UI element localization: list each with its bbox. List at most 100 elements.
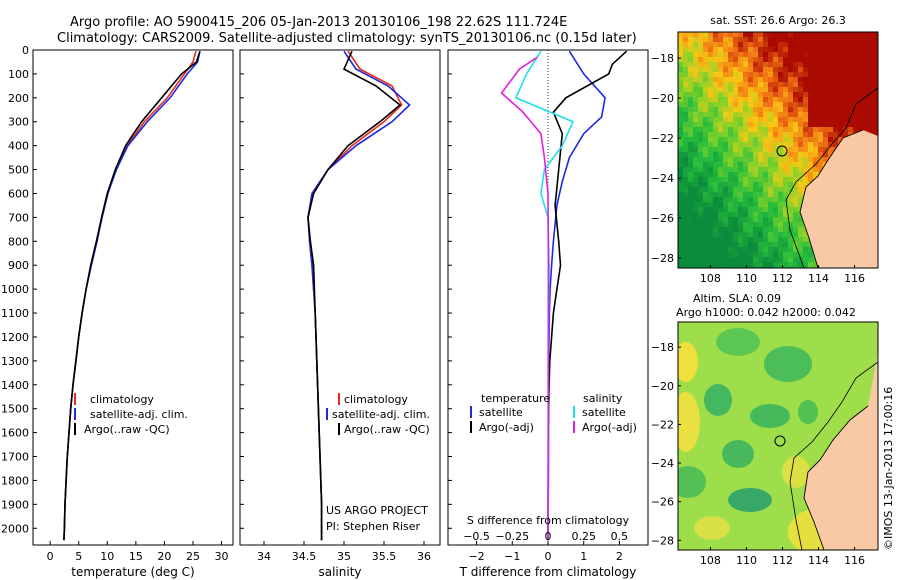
sst-cell [768, 107, 774, 113]
sst-cell [733, 47, 739, 53]
sst-cell [693, 217, 699, 223]
sst-cell [693, 57, 699, 63]
sst-cell [713, 52, 719, 58]
sst-cell [693, 192, 699, 198]
sst-cell [813, 172, 819, 178]
sst-cell [758, 202, 764, 208]
sst-cell [873, 57, 878, 63]
sst-cell [768, 92, 774, 98]
sla-blob-low [716, 328, 760, 356]
sst-cell [873, 72, 878, 78]
sst-cell [773, 262, 779, 268]
map-y-tick-label: −24 [651, 172, 674, 185]
sst-cell [733, 192, 739, 198]
sst-cell [693, 137, 699, 143]
sst-cell [778, 207, 784, 213]
sst-cell [688, 62, 694, 68]
sst-cell [733, 102, 739, 108]
sst-cell [803, 47, 809, 53]
sst-cell [718, 192, 724, 198]
sst-cell [768, 57, 774, 63]
sst-cell [688, 47, 694, 53]
sst-cell [723, 92, 729, 98]
sst-cell [783, 147, 789, 153]
sst-cell [783, 237, 789, 243]
sst-cell [823, 122, 829, 128]
sst-cell [778, 102, 784, 108]
sst-cell [788, 217, 794, 223]
sst-cell [743, 42, 749, 48]
sst-cell [803, 142, 809, 148]
sst-cell [688, 77, 694, 83]
sst-cell [763, 67, 769, 73]
sst-cell [718, 142, 724, 148]
sst-cell [848, 107, 854, 113]
sst-cell [813, 67, 819, 73]
sst-cell [703, 172, 709, 178]
y-tick-label: 900 [8, 259, 29, 272]
sla-map-viewport [678, 322, 878, 550]
sst-cell [788, 222, 794, 228]
sst-cell [808, 62, 814, 68]
sst-cell [768, 257, 774, 263]
sst-cell [853, 122, 859, 128]
sst-cell [758, 62, 764, 68]
sst-cell [773, 137, 779, 143]
sst-cell [778, 72, 784, 78]
sst-cell [778, 157, 784, 163]
sst-cell [693, 247, 699, 253]
sst-cell [753, 47, 759, 53]
sst-cell [728, 197, 734, 203]
map-x-tick-label: 110 [736, 554, 757, 567]
map-x-tick-label: 112 [772, 554, 793, 567]
imos-timestamp: ©IMOS 13-Jan-2013 17:00:16 [882, 387, 895, 550]
sst-cell [678, 62, 684, 68]
sst-cell [838, 57, 844, 63]
sst-cell [783, 182, 789, 188]
y-tick-label: 1200 [1, 331, 29, 344]
sst-cell [818, 52, 824, 58]
sst-cell [743, 147, 749, 153]
sst-cell [733, 117, 739, 123]
sst-cell [688, 57, 694, 63]
sst-cell [788, 47, 794, 53]
sst-cell [738, 97, 744, 103]
sst-cell [693, 62, 699, 68]
sst-cell [788, 247, 794, 253]
sst-cell [698, 217, 704, 223]
sst-cell [778, 92, 784, 98]
sst-cell [778, 42, 784, 48]
sst-cell [823, 117, 829, 123]
sst-cell [718, 137, 724, 143]
sst-cell [868, 77, 874, 83]
sst-cell [833, 72, 839, 78]
sst-cell [873, 67, 878, 73]
sst-cell [863, 97, 869, 103]
x2-tick-label: 0.5 [611, 530, 629, 543]
sst-cell [708, 162, 714, 168]
sst-cell [758, 242, 764, 248]
sst-cell [783, 82, 789, 88]
sst-cell [798, 142, 804, 148]
sst-cell [728, 152, 734, 158]
sla-map-panel: Altim. SLA: 0.09 Argo h1000: 0.042 h2000… [651, 292, 879, 567]
sst-cell [698, 222, 704, 228]
sst-cell [788, 232, 794, 238]
sst-cell [738, 147, 744, 153]
sst-cell [703, 77, 709, 83]
sst-cell [693, 122, 699, 128]
sst-cell [698, 227, 704, 233]
sst-cell [678, 132, 684, 138]
sst-cell [843, 112, 849, 118]
sst-cell [728, 237, 734, 243]
sst-cell [758, 207, 764, 213]
sst-cell [818, 122, 824, 128]
sst-cell [843, 77, 849, 83]
sst-cell [758, 172, 764, 178]
sst-cell [738, 87, 744, 93]
sst-map-frame [677, 31, 879, 269]
sst-cell [843, 127, 849, 133]
sst-cell [788, 157, 794, 163]
sst-cell [678, 197, 684, 203]
sst-cell [768, 117, 774, 123]
